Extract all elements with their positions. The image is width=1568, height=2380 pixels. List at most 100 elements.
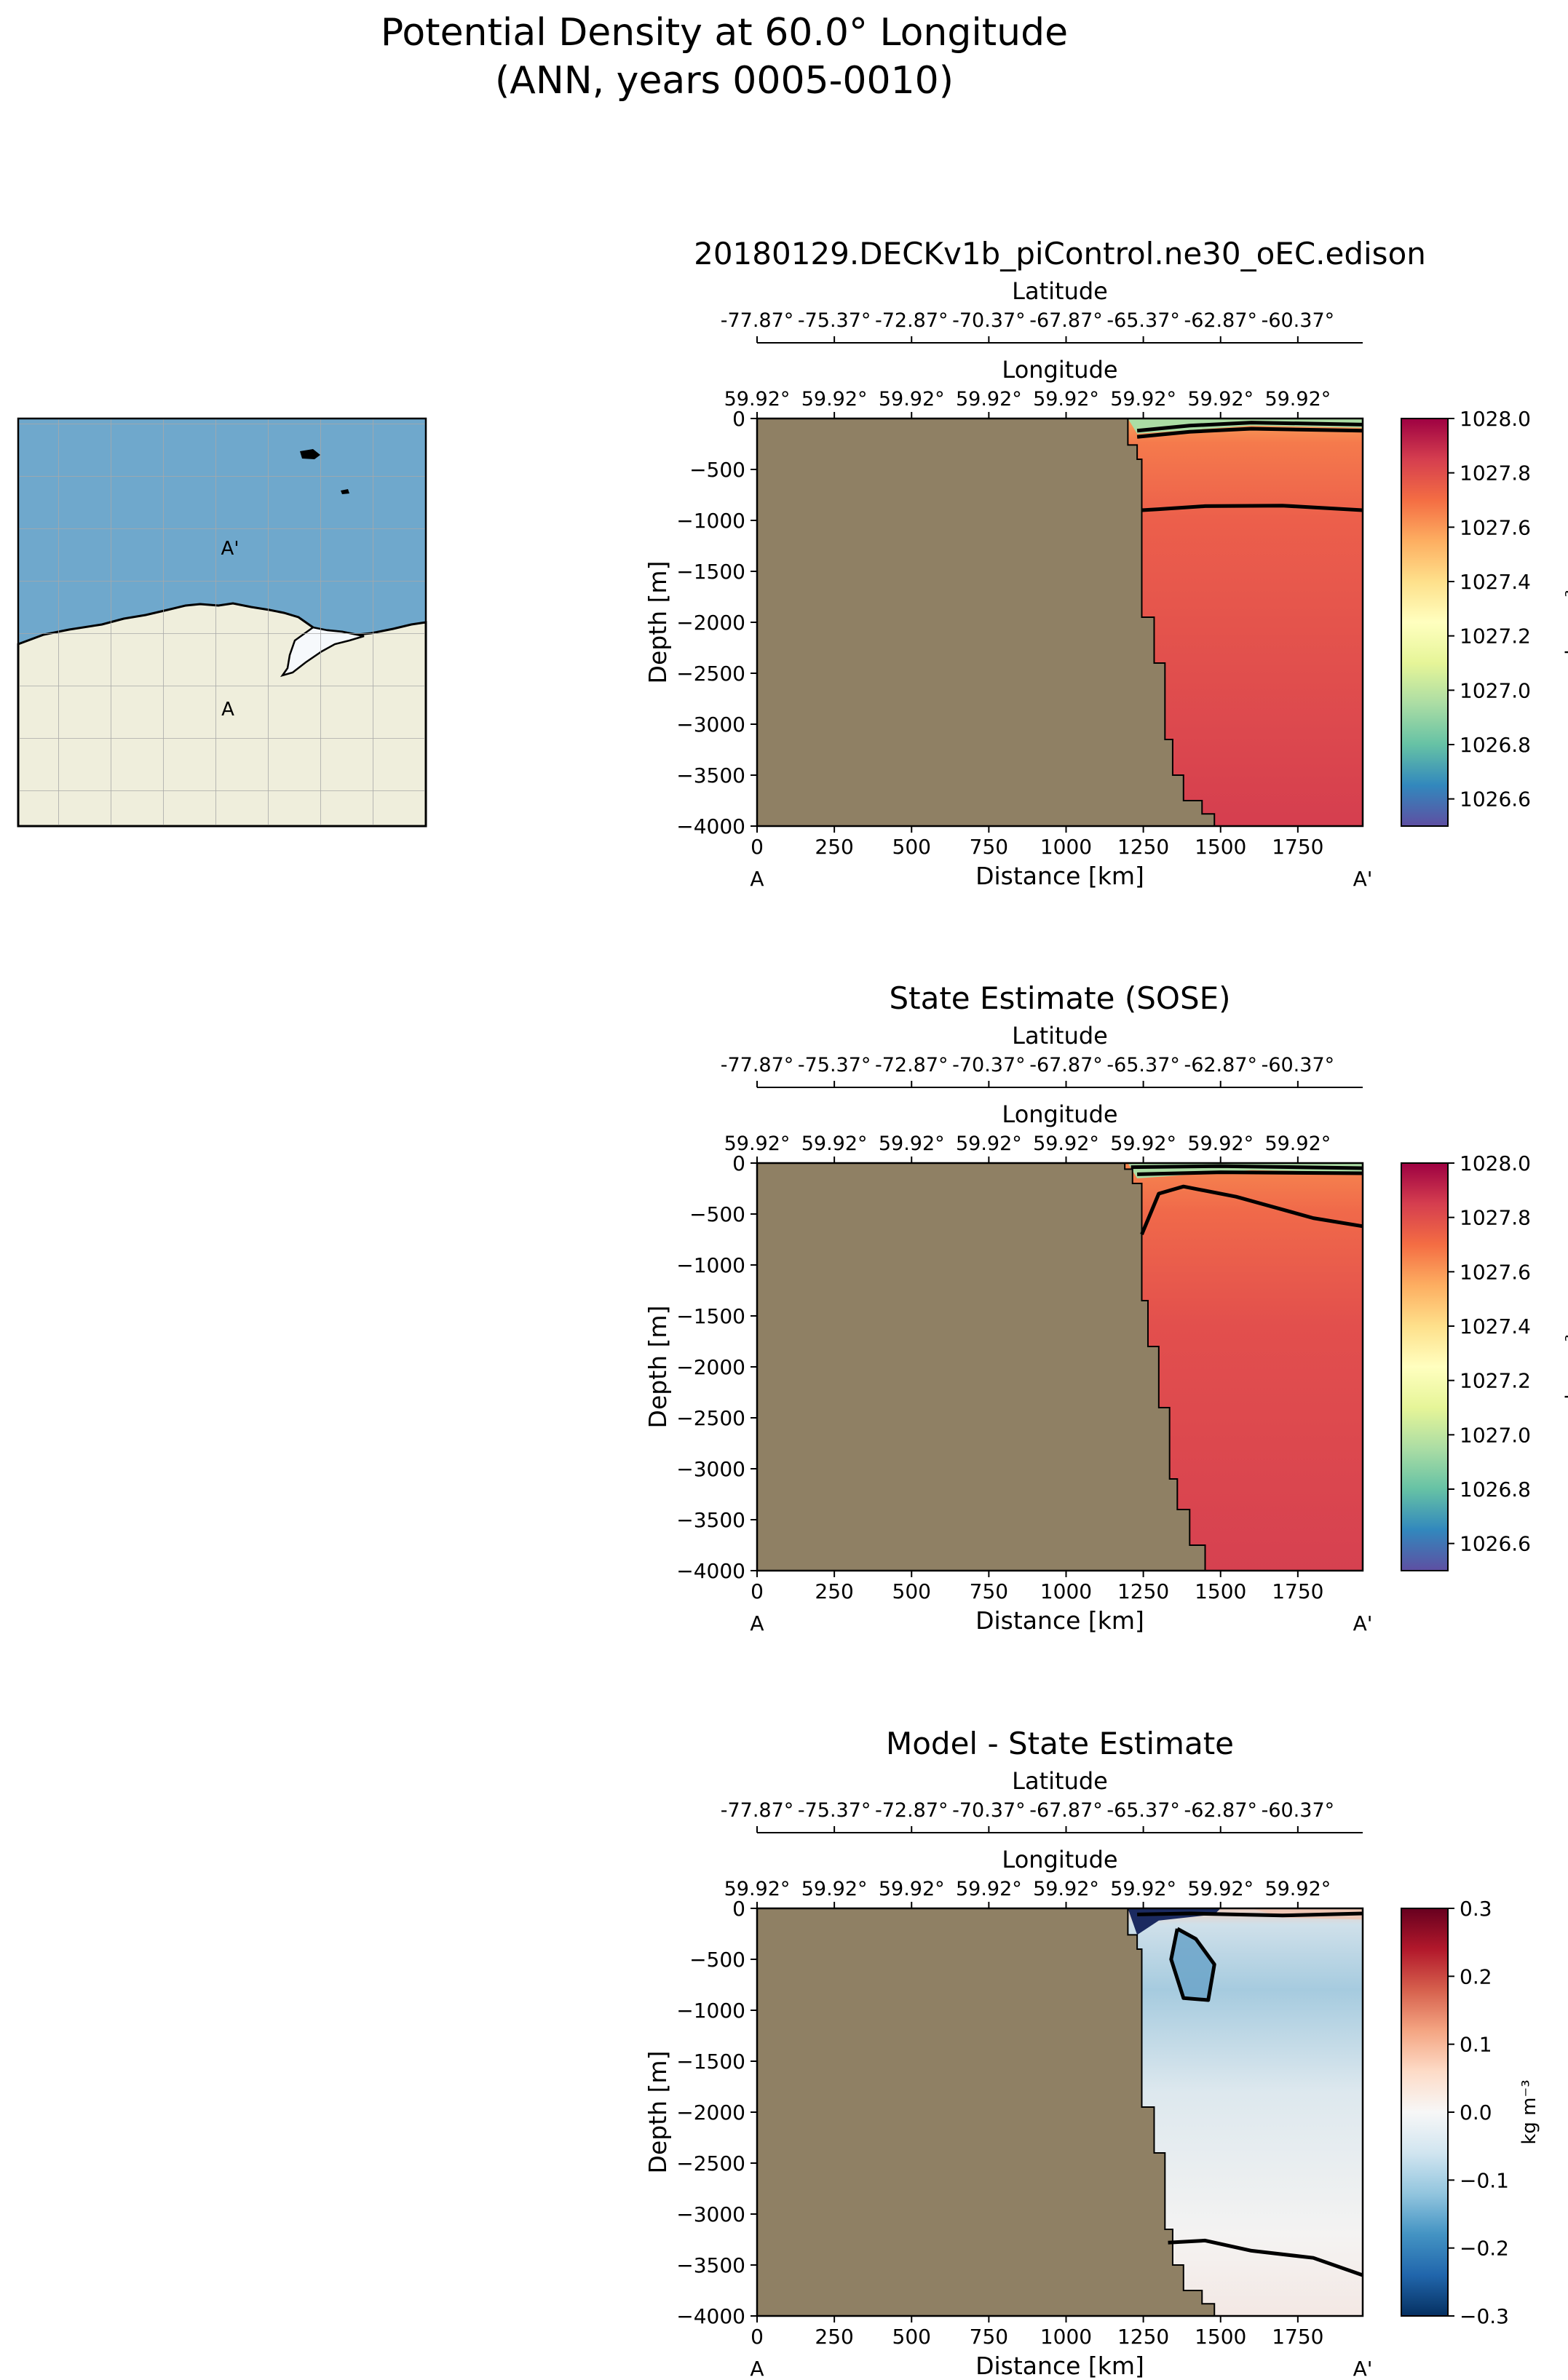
longitude-axis-label: Longitude (1002, 356, 1117, 384)
colorbar-tick-label: 1028.0 (1460, 1151, 1531, 1175)
latitude-tick-label: -60.37° (1262, 1799, 1335, 1822)
figure-title-line-2: (ANN, years 0005-0010) (495, 59, 954, 103)
latitude-tick-label: -70.37° (952, 309, 1026, 332)
contour-line (1140, 1184, 1363, 1235)
x-tick-label: 0 (751, 835, 764, 859)
latitude-tick-label: -77.87° (721, 309, 794, 332)
y-tick-label: −2000 (676, 1355, 745, 1379)
latitude-tick-label: -67.87° (1029, 1054, 1103, 1076)
latitude-axis-label: Latitude (1012, 277, 1108, 305)
longitude-tick-label: 59.92° (1033, 1133, 1099, 1155)
map-frame (17, 417, 427, 828)
x-tick-label: 750 (970, 2325, 1008, 2349)
x-tick-label: 1750 (1272, 835, 1323, 859)
y-tick-label: −1500 (676, 2050, 745, 2074)
colorbar-tick-label: 1027.0 (1460, 678, 1531, 702)
latitude-tick-label: -75.37° (798, 1799, 871, 1822)
colorbar-tick-label: 0.0 (1460, 2101, 1492, 2125)
x-tick-label: 1250 (1117, 1579, 1169, 1603)
x-tick-label: 1750 (1272, 2325, 1323, 2349)
x-tick-label: 1500 (1195, 1579, 1246, 1603)
latitude-tick-label: -70.37° (952, 1799, 1026, 1822)
y-tick-label: −2000 (676, 611, 745, 635)
y-tick-label: −500 (689, 458, 745, 482)
latitude-tick-label: -60.37° (1262, 1054, 1335, 1076)
colorbar-tick-label: 1027.4 (1460, 1314, 1531, 1338)
colorbar-tick-label: 1027.6 (1460, 1260, 1531, 1284)
x-tick-label: 1000 (1040, 1579, 1092, 1603)
y-tick-label: −3500 (676, 1508, 745, 1532)
longitude-axis-label: Longitude (1002, 1100, 1117, 1128)
longitude-tick-label: 59.92° (801, 1133, 868, 1155)
y-tick-label: −4000 (676, 814, 745, 838)
longitude-tick-label: 59.92° (879, 388, 945, 410)
colorbar-tick-label: −0.1 (1460, 2168, 1509, 2192)
colorbar-tick-label: 1026.8 (1460, 733, 1531, 757)
longitude-tick-label: 59.92° (879, 1878, 945, 1900)
map-graticule (18, 419, 426, 826)
x-axis-label: Distance [km] (975, 862, 1144, 890)
latitude-axis-label: Latitude (1012, 1022, 1108, 1050)
x-tick-label: 1500 (1195, 835, 1246, 859)
contour-line (1137, 1170, 1363, 1176)
map-label-a-prime: A' (221, 538, 239, 560)
longitude-tick-label: 59.92° (1110, 1878, 1176, 1900)
x-tick-label: 500 (892, 835, 931, 859)
x-tick-label: 1250 (1117, 2325, 1169, 2349)
colorbar-tick-label: 0.1 (1460, 2033, 1492, 2057)
x-tick-label: 750 (970, 1579, 1008, 1603)
seafloor-bathymetry (757, 419, 1215, 826)
latitude-tick-label: -77.87° (721, 1054, 794, 1076)
colorbar (1401, 418, 1449, 827)
latitude-tick-label: -65.37° (1106, 1799, 1180, 1822)
colorbar-tick-label: 1027.0 (1460, 1423, 1531, 1447)
latitude-tick-label: -67.87° (1029, 309, 1103, 332)
seafloor-outline (1127, 1908, 1216, 2316)
x-tick-label: 750 (970, 835, 1008, 859)
section-end-label: A' (1353, 2357, 1373, 2380)
x-tick-label: 250 (815, 2325, 853, 2349)
colorbar-tick-label: 1027.2 (1460, 1369, 1531, 1393)
y-tick-label: −1000 (676, 1253, 745, 1277)
x-tick-label: 500 (892, 2325, 931, 2349)
longitude-tick-label: 59.92° (956, 1878, 1022, 1900)
latitude-tick-label: -72.87° (875, 1799, 949, 1822)
y-tick-label: −1500 (676, 1304, 745, 1328)
latitude-tick-label: -72.87° (875, 1054, 949, 1076)
longitude-tick-label: 59.92° (1110, 388, 1176, 410)
location-map: A' A (17, 417, 427, 828)
panel-title: 20180129.DECKv1b_piControl.ne30_oEC.edis… (694, 236, 1426, 271)
map-label-a: A (221, 699, 234, 721)
seafloor-bathymetry (757, 1163, 1205, 1571)
longitude-axis-label: Longitude (1002, 1846, 1117, 1873)
contour-line (1136, 427, 1363, 439)
longitude-tick-label: 59.92° (956, 1133, 1022, 1155)
y-tick-label: −2500 (676, 662, 745, 686)
x-axis-label: Distance [km] (975, 2352, 1144, 2380)
section-start-label: A (750, 1611, 764, 1635)
colorbar (1401, 1908, 1449, 2317)
longitude-tick-label: 59.92° (879, 1133, 945, 1155)
latitude-tick-label: -60.37° (1262, 309, 1335, 332)
longitude-tick-label: 59.92° (724, 1133, 791, 1155)
y-tick-label: −1000 (676, 509, 745, 533)
longitude-tick-label: 59.92° (1187, 1133, 1254, 1155)
section-end-label: A' (1353, 1611, 1373, 1635)
latitude-tick-label: -62.87° (1184, 1054, 1257, 1076)
x-tick-label: 1000 (1040, 835, 1092, 859)
y-tick-label: −500 (689, 1948, 745, 1972)
y-tick-label: −3000 (676, 1457, 745, 1481)
section-start-label: A (750, 867, 764, 891)
colorbar-tick-label: 1026.6 (1460, 788, 1531, 812)
x-tick-label: 0 (751, 1579, 764, 1603)
y-tick-label: −2500 (676, 2151, 745, 2175)
colorbar-label: kg m⁻³ (1518, 2079, 1540, 2144)
colorbar-label: kg m⁻³ (1562, 1334, 1568, 1399)
contour-line (1169, 1927, 1216, 2002)
latitude-tick-label: -62.87° (1184, 309, 1257, 332)
longitude-tick-label: 59.92° (1187, 1878, 1254, 1900)
latitude-tick-label: -72.87° (875, 309, 949, 332)
seafloor-bathymetry (757, 1908, 1215, 2316)
longitude-tick-label: 59.92° (956, 388, 1022, 410)
